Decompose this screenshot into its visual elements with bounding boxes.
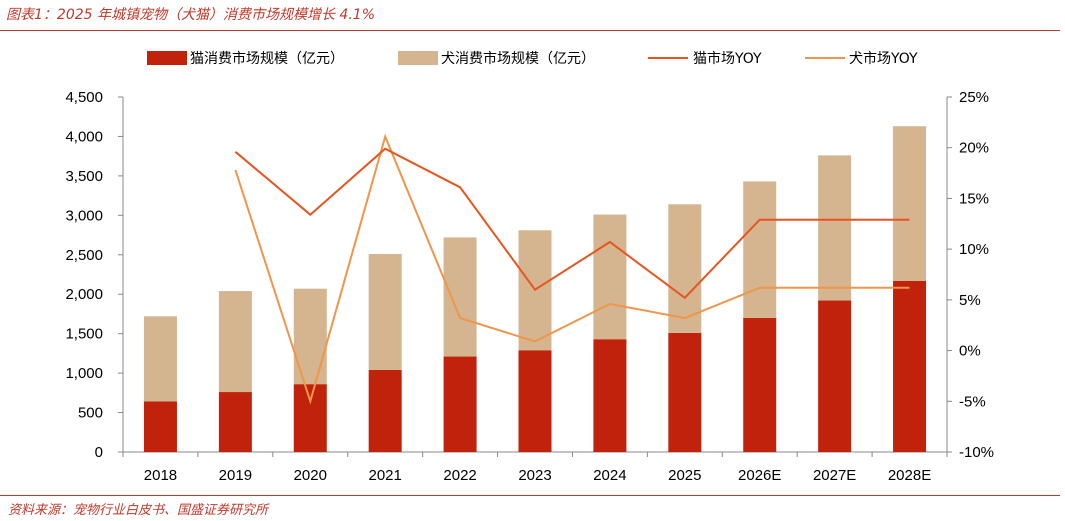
x-axis-tick-label: 2028E (888, 467, 931, 484)
left-axis-tick-label: 500 (78, 405, 103, 422)
bar-cat-2024 (593, 339, 627, 452)
legend-cat-yoy-label: 猫市场YOY (693, 50, 762, 67)
bar-cat-2019 (218, 392, 252, 452)
legend-dog-size-swatch (398, 51, 438, 65)
bar-dog-2026E (743, 181, 777, 318)
title-bar: 图表1：2025 年城镇宠物（犬猫）消费市场规模增长 4.1% (0, 0, 1065, 30)
right-axis-tick-label: 5% (959, 292, 981, 309)
x-axis-tick-label: 2023 (518, 467, 551, 484)
bar-dog-2019 (218, 291, 252, 393)
bar-cat-2021 (368, 369, 402, 452)
line-cat-yoy (234, 147, 910, 300)
legend-dog-yoy-label: 犬市场YOY (849, 50, 918, 67)
x-axis-tick-label: 2024 (593, 467, 626, 484)
legend-dog-size-label: 犬消费市场规模（亿元） (441, 50, 595, 67)
bar-dog-2028E (893, 126, 927, 281)
bar-cat-2022 (443, 356, 477, 452)
x-axis-tick-label: 2027E (813, 467, 856, 484)
bar-dog-2018 (143, 316, 177, 402)
bar-dog-2020 (293, 288, 327, 385)
right-axis-tick-label: -5% (959, 393, 986, 410)
bar-dog-2027E (818, 155, 852, 301)
left-axis-tick-label: 2,000 (65, 286, 103, 303)
chart-area: 0 500 1,000 1,500 2,000 2,500 3,000 3,500 4,000 4… (65, 50, 994, 484)
left-axis-tick-label: 3,500 (65, 168, 103, 185)
top-divider (0, 30, 1060, 31)
left-axis-tick-label: 4,000 (65, 128, 103, 145)
legend-cat-size-label: 猫消费市场规模（亿元） (190, 50, 344, 67)
bar-cat-2028E (893, 280, 927, 452)
left-axis-tick-label: 3,000 (65, 207, 103, 224)
x-axis-tick-label: 2018 (144, 467, 177, 484)
source-note: 资料来源：宠物行业白皮书、国盛证券研究所 (8, 503, 269, 518)
bar-dog-2025 (668, 204, 702, 333)
x-axis-tick-label: 2022 (443, 467, 476, 484)
bar-cat-2023 (518, 350, 552, 452)
bottom-divider (0, 495, 1060, 496)
x-axis-tick-label: 2021 (368, 467, 401, 484)
right-axis-tick-label: -10% (959, 444, 994, 461)
left-axis-tick-label: 1,000 (65, 365, 103, 382)
bar-cat-2020 (293, 384, 327, 452)
left-axis-tick-label: 1,500 (65, 326, 103, 343)
left-axis-tick-label: 2,500 (65, 247, 103, 264)
line-dog-yoy (234, 133, 910, 405)
bar-dog-2022 (443, 237, 477, 357)
bar-dog-2024 (593, 214, 627, 340)
chart-title: 图表1：2025 年城镇宠物（犬猫）消费市场规模增长 4.1% (6, 7, 376, 23)
right-axis-tick-label: 25% (959, 89, 989, 106)
x-axis-tick-label: 2019 (219, 467, 252, 484)
right-axis-tick-label: 20% (959, 140, 989, 157)
bar-cat-2027E (818, 300, 852, 452)
right-axis-tick-label: 0% (959, 343, 981, 360)
legend-cat-size-swatch (147, 51, 187, 65)
bar-cat-2026E (743, 317, 777, 452)
right-axis-tick-label: 10% (959, 241, 989, 258)
bar-cat-2018 (143, 401, 177, 452)
left-axis-tick-label: 0 (95, 444, 103, 461)
bar-dog-2021 (368, 253, 402, 370)
x-axis-tick-label: 2026E (738, 467, 781, 484)
right-axis-tick-label: 15% (959, 190, 989, 207)
x-axis-tick-label: 2020 (294, 467, 327, 484)
bar-cat-2025 (668, 332, 702, 452)
x-axis-tick-label: 2025 (668, 467, 701, 484)
left-axis-tick-label: 4,500 (65, 89, 103, 106)
